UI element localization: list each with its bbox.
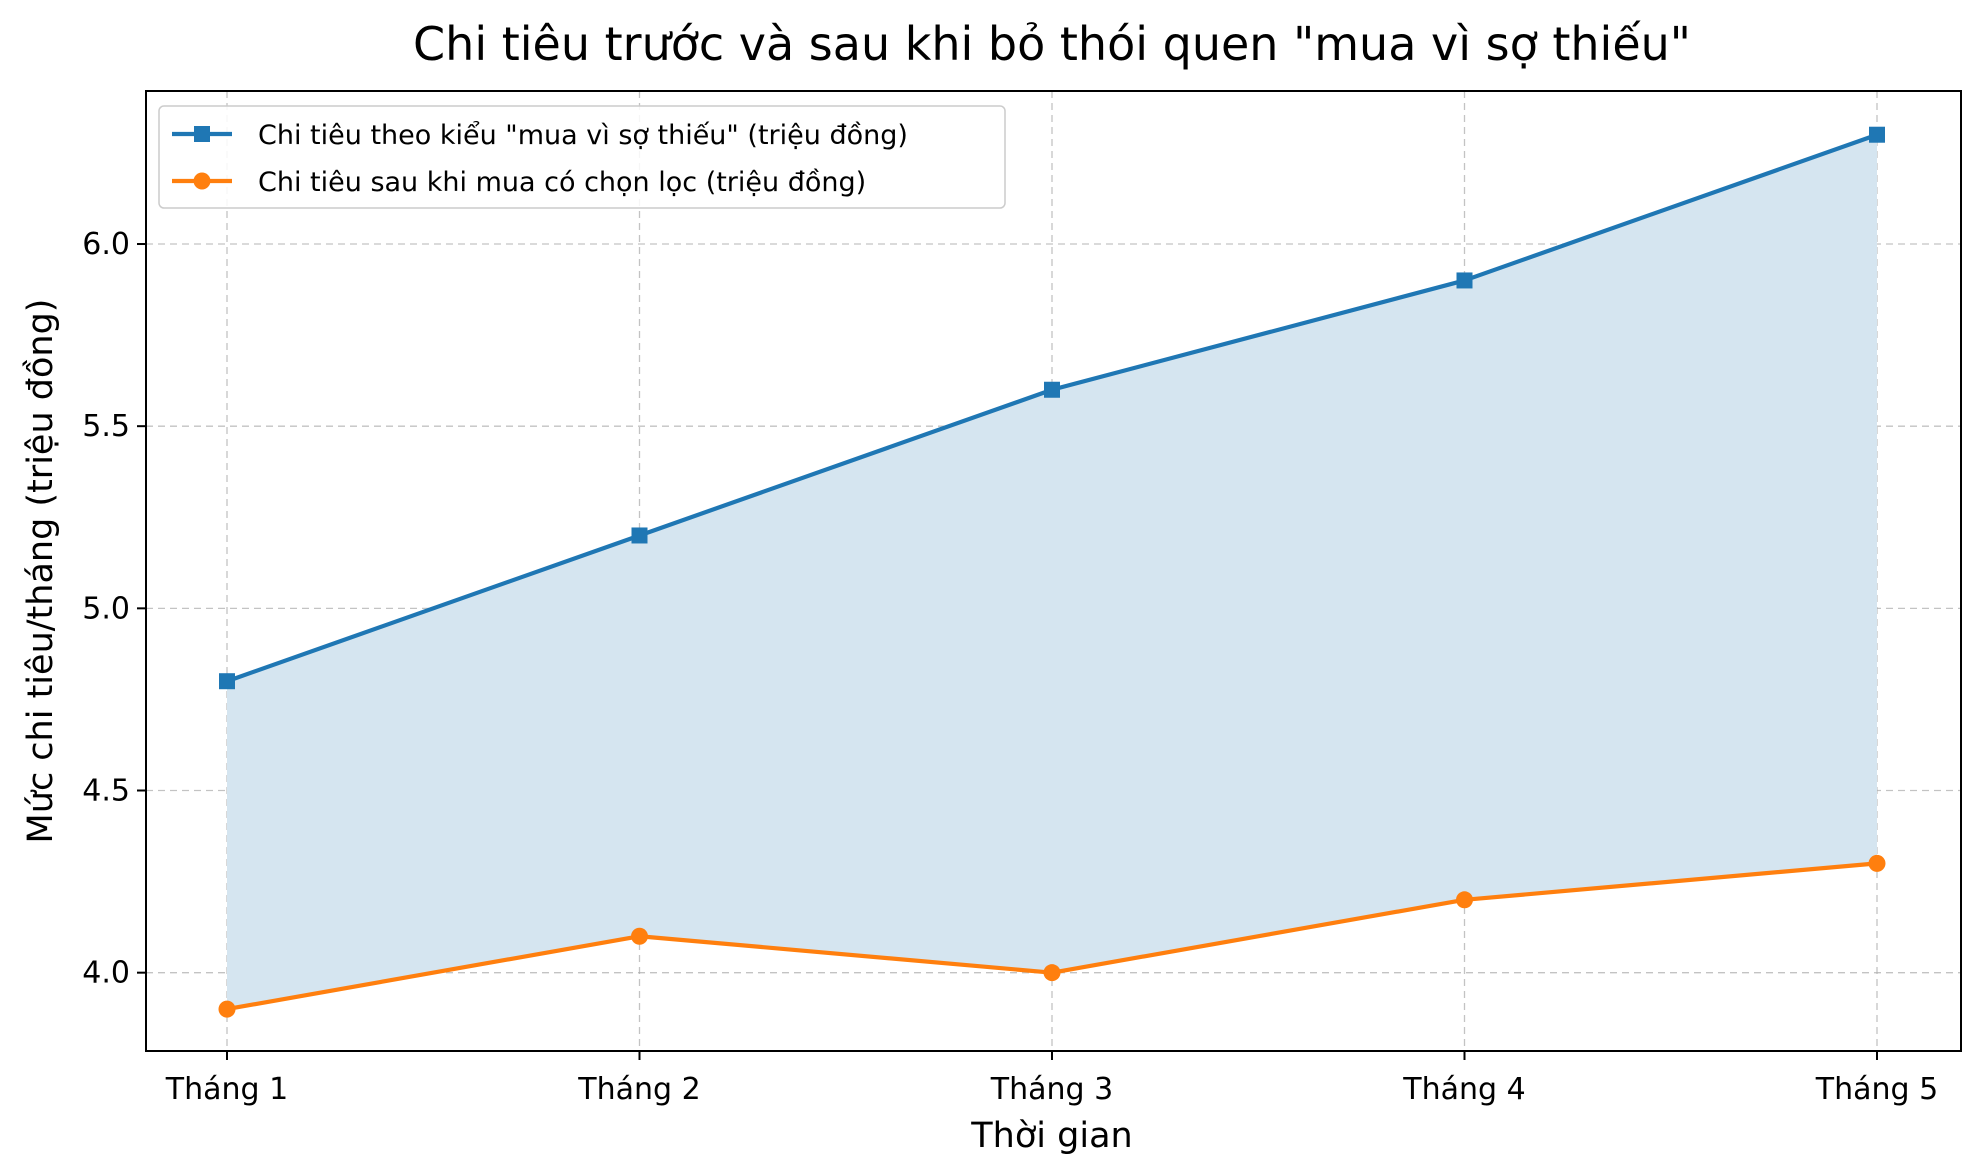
y-axis-label: Mức chi tiêu/tháng (triệu đồng) bbox=[21, 299, 61, 844]
data-point bbox=[1456, 891, 1473, 909]
data-point bbox=[1869, 126, 1885, 143]
legend-label-1: Chi tiêu theo kiểu "mua vì sợ thiếu" (tr… bbox=[258, 120, 908, 151]
data-point bbox=[1043, 964, 1061, 982]
plot-frame bbox=[145, 90, 1962, 1052]
x-tick-label: Tháng 5 bbox=[1815, 1072, 1938, 1107]
x-tick-label: Tháng 3 bbox=[990, 1072, 1113, 1107]
data-point bbox=[1044, 381, 1060, 398]
y-axis-ticks: 4.0 4.5 5.0 5.5 6.0 bbox=[82, 227, 146, 991]
data-point bbox=[1868, 854, 1886, 872]
x-tick-label: Tháng 4 bbox=[1402, 1072, 1525, 1107]
legend-box bbox=[158, 105, 1006, 209]
chart-title: Chi tiêu trước và sau khi bỏ thói quen "… bbox=[413, 17, 1691, 71]
legend-marker-2 bbox=[193, 172, 211, 190]
data-point bbox=[631, 527, 648, 544]
data-point bbox=[631, 927, 648, 945]
data-point bbox=[219, 673, 235, 690]
legend-marker-1 bbox=[194, 126, 210, 142]
x-tick-label: Tháng 2 bbox=[577, 1072, 700, 1107]
fill-between-area bbox=[227, 134, 1877, 1010]
y-tick-label: 5.5 bbox=[82, 409, 130, 444]
y-tick-label: 4.0 bbox=[82, 956, 130, 991]
y-tick-label: 4.5 bbox=[82, 774, 130, 809]
x-tick-label: Tháng 1 bbox=[165, 1072, 288, 1107]
series-layer bbox=[218, 126, 1886, 1018]
y-tick-label: 5.0 bbox=[82, 591, 130, 626]
data-point bbox=[218, 1000, 236, 1018]
x-axis-ticks: Tháng 1 Tháng 2 Tháng 3 Tháng 4 Tháng 5 bbox=[165, 1051, 1938, 1107]
y-tick-label: 6.0 bbox=[82, 227, 130, 262]
x-axis-label: Thời gian bbox=[970, 1116, 1132, 1156]
data-point bbox=[1456, 272, 1473, 289]
legend-label-2: Chi tiêu sau khi mua có chọn lọc (triệu … bbox=[258, 167, 866, 198]
legend: Chi tiêu theo kiểu "mua vì sợ thiếu" (tr… bbox=[158, 105, 1006, 209]
